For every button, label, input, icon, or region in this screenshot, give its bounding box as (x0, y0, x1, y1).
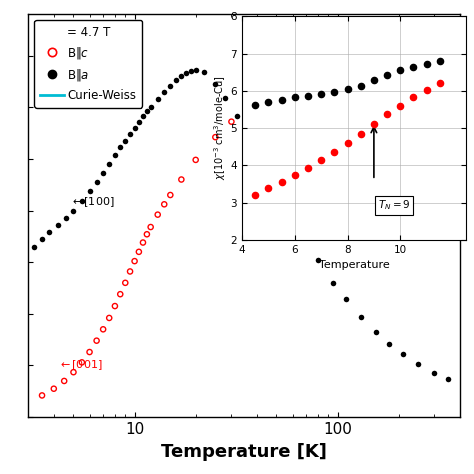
Point (143, 230, 151, 238)
Point (100, 170, 107, 177)
Point (314, 256, 322, 264)
Point (342, 80, 350, 87)
Point (46, 228, 53, 236)
Point (111, 151, 118, 158)
Point (166, 82, 174, 89)
Point (30, 243, 38, 250)
Point (178, 73, 185, 80)
Point (93, 178, 100, 186)
Point (111, 302, 118, 310)
Point (415, 146, 422, 154)
Point (131, 257, 138, 265)
Point (139, 239, 147, 246)
Point (55, 221, 62, 229)
Point (50, 385, 58, 392)
Point (211, 133, 219, 141)
Point (430, 172, 438, 179)
Point (221, 94, 229, 102)
Point (201, 68, 208, 76)
Point (309, 79, 316, 86)
Point (135, 248, 143, 255)
Point (273, 182, 280, 190)
Point (273, 90, 280, 98)
Point (161, 88, 168, 95)
Point (182, 69, 190, 77)
Point (121, 279, 129, 287)
Point (246, 135, 254, 142)
Point (105, 314, 113, 322)
Point (78, 358, 86, 366)
Point (143, 108, 151, 115)
Point (100, 326, 107, 333)
Point (259, 158, 267, 166)
Point (399, 350, 407, 358)
Point (415, 361, 422, 368)
Point (192, 156, 200, 164)
Point (126, 268, 134, 275)
Point (38, 235, 46, 243)
Point (135, 118, 143, 126)
Point (357, 313, 365, 321)
X-axis label: Temperature [K]: Temperature [K] (161, 443, 327, 461)
Point (360, 88, 368, 95)
Point (86, 187, 93, 195)
Point (166, 191, 174, 199)
Text: $\leftarrow$[100]: $\leftarrow$[100] (70, 195, 115, 209)
Point (233, 113, 241, 120)
Point (93, 337, 100, 345)
Point (342, 296, 350, 303)
Point (154, 211, 162, 219)
Point (444, 195, 452, 203)
Point (105, 160, 113, 168)
Point (385, 340, 393, 347)
Point (253, 100, 261, 108)
Point (228, 118, 235, 126)
Point (161, 201, 168, 208)
Point (286, 207, 293, 214)
Point (117, 291, 124, 298)
Point (192, 66, 200, 74)
Point (329, 279, 337, 287)
Text: $\leftarrow$[001]: $\leftarrow$[001] (58, 358, 103, 372)
Point (60, 377, 68, 385)
Point (430, 369, 438, 376)
Point (62, 214, 70, 222)
Point (444, 375, 452, 383)
Point (211, 80, 219, 88)
Point (154, 95, 162, 103)
Point (131, 124, 138, 132)
Point (300, 231, 307, 239)
Point (172, 76, 180, 84)
Point (147, 223, 155, 231)
Point (139, 113, 147, 120)
Point (78, 197, 86, 205)
Point (289, 84, 296, 91)
Point (375, 99, 383, 107)
Point (325, 76, 332, 84)
Point (395, 120, 402, 128)
Point (126, 130, 134, 138)
Point (178, 176, 185, 183)
Point (187, 67, 195, 75)
Point (147, 103, 155, 111)
Point (38, 392, 46, 399)
Point (70, 368, 77, 376)
Point (117, 144, 124, 151)
Point (373, 328, 380, 336)
Point (121, 137, 129, 145)
Point (86, 348, 93, 356)
Legend: B$\|c$, B$\|a$, Curie-Weiss: B$\|c$, B$\|a$, Curie-Weiss (34, 20, 142, 108)
Point (70, 207, 77, 214)
